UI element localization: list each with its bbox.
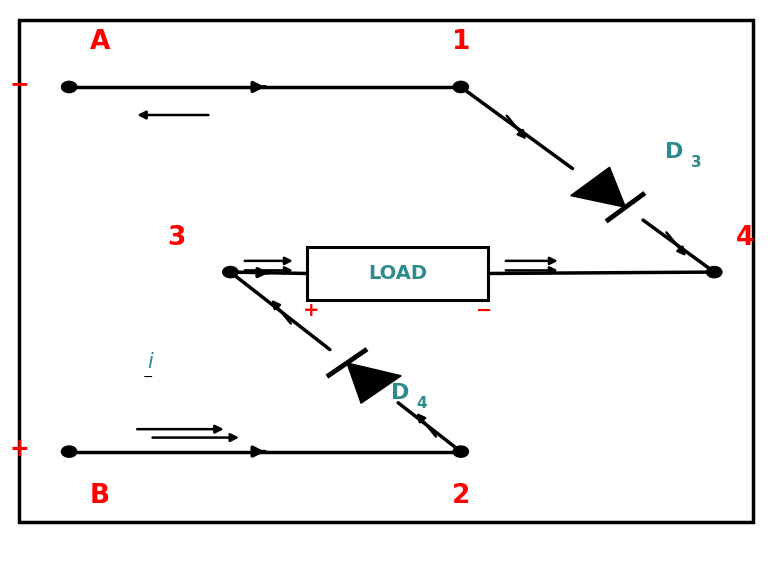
Bar (307, 247, 488, 300)
FancyBboxPatch shape (19, 20, 753, 522)
Circle shape (453, 446, 468, 457)
Text: D: D (665, 142, 684, 162)
Text: −: − (9, 72, 29, 96)
Text: i: i (147, 352, 153, 372)
Circle shape (61, 446, 77, 457)
Circle shape (707, 266, 722, 278)
Polygon shape (571, 167, 625, 207)
Text: 4: 4 (416, 396, 427, 411)
Text: −: − (475, 301, 492, 320)
Circle shape (61, 81, 77, 93)
Circle shape (453, 81, 468, 93)
Text: D: D (391, 383, 409, 403)
Text: B: B (90, 484, 110, 509)
Polygon shape (347, 363, 401, 403)
Text: 1: 1 (452, 29, 470, 55)
Text: 3: 3 (690, 155, 701, 170)
Circle shape (223, 266, 238, 278)
Text: 3: 3 (167, 226, 186, 251)
Text: LOAD: LOAD (368, 264, 427, 283)
Text: 4: 4 (736, 226, 754, 251)
Text: 2: 2 (452, 484, 470, 509)
Text: +: + (9, 437, 29, 461)
Text: A: A (90, 29, 110, 55)
Text: +: + (303, 301, 319, 320)
Text: −: − (143, 370, 154, 384)
